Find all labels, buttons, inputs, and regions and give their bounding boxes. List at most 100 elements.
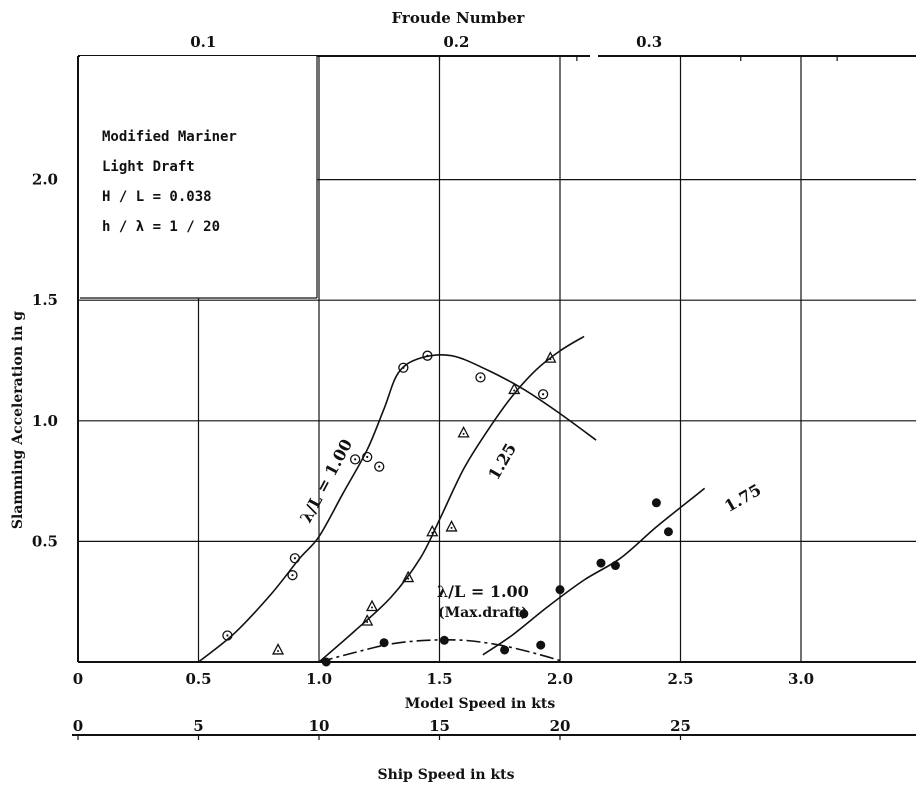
data-point-circle-center bbox=[226, 634, 229, 637]
data-point-circle-ring bbox=[222, 630, 233, 641]
data-point-circle-center bbox=[354, 458, 357, 461]
data-point-circle bbox=[374, 461, 385, 472]
data-point-circle-center bbox=[378, 465, 381, 468]
data-point-triangle-shape bbox=[508, 382, 521, 395]
x-tick-label: 1.0 bbox=[306, 670, 332, 688]
curve-label-line: λ/L = 1.00 bbox=[296, 436, 356, 526]
data-points bbox=[222, 350, 673, 667]
data-point-circle bbox=[537, 389, 549, 400]
data-point-triangle bbox=[426, 524, 439, 537]
curve-label: λ/L = 1.00 bbox=[296, 436, 356, 526]
data-point-circle bbox=[475, 372, 486, 383]
data-point-triangle bbox=[402, 570, 415, 583]
data-point-circle-center bbox=[426, 354, 429, 357]
data-point-circle-center bbox=[366, 455, 369, 459]
ship-speed-tick-label: 10 bbox=[309, 717, 330, 735]
curve-label-line: 1.25 bbox=[484, 440, 520, 483]
data-point-dot bbox=[555, 585, 565, 595]
data-point-dot bbox=[610, 561, 620, 571]
info-line-wave-slope: h / λ = 1 / 20 bbox=[102, 219, 220, 235]
curve-labels: λ/L = 1.00 1.25 1.75 λ/L = 1.00 (Max.draft) bbox=[296, 436, 764, 621]
y-tick-label: 1.0 bbox=[32, 412, 58, 430]
data-point-dot bbox=[500, 645, 510, 655]
ship-speed-tick-label: 25 bbox=[670, 717, 691, 735]
x-tick-label: 3.0 bbox=[788, 670, 814, 688]
data-point-triangle-center bbox=[366, 620, 369, 623]
data-point-triangle bbox=[508, 382, 521, 395]
data-point-triangle bbox=[365, 599, 379, 612]
curve-label: 1.25 bbox=[484, 440, 520, 483]
data-point-circle-center bbox=[479, 376, 482, 379]
data-point-circle bbox=[362, 451, 373, 463]
ship-speed-tick-label: 15 bbox=[429, 717, 450, 735]
data-point-circle bbox=[289, 553, 301, 564]
data-point-circle-ring bbox=[374, 461, 385, 472]
data-point-triangle bbox=[544, 351, 557, 363]
data-point-dot bbox=[321, 657, 331, 667]
info-line-vessel: Modified Mariner bbox=[102, 129, 237, 145]
x-axis-title: Model Speed in kts bbox=[405, 696, 556, 712]
info-line-draft: Light Draft bbox=[102, 159, 195, 175]
data-point-triangle-center bbox=[462, 432, 465, 435]
info-line-wave-height: H / L = 0.038 bbox=[102, 189, 212, 205]
data-point-triangle-shape bbox=[544, 351, 557, 363]
data-point-triangle-center bbox=[407, 577, 410, 580]
data-point-dot bbox=[536, 640, 546, 650]
data-point-triangle bbox=[445, 520, 458, 532]
froude-tick-label: 0.1 bbox=[190, 33, 216, 51]
top-axis-title: Froude Number bbox=[392, 9, 526, 27]
data-point-circle-center bbox=[402, 366, 405, 369]
axes bbox=[77, 55, 916, 663]
ship-speed-axis: 0 5 10 15 20 25 bbox=[72, 717, 916, 740]
data-point-circle-ring bbox=[475, 372, 486, 383]
series-curve bbox=[482, 487, 706, 656]
legend-info-box: Modified Mariner Light Draft H / L = 0.0… bbox=[80, 56, 318, 299]
curve-label-line: λ/L = 1.00 bbox=[437, 582, 529, 601]
data-point-circle-center bbox=[542, 393, 545, 396]
data-point-circle-center bbox=[291, 574, 294, 577]
x-tick-labels: 0 0.5 1.0 1.5 2.0 2.5 3.0 bbox=[73, 670, 814, 688]
x-tick-label: 2.0 bbox=[547, 670, 573, 688]
series-curve bbox=[198, 354, 597, 663]
data-point-circle bbox=[222, 630, 233, 641]
grid bbox=[78, 56, 916, 662]
curve-label: λ/L = 1.00 (Max.draft) bbox=[437, 582, 529, 621]
data-point-circle-ring bbox=[398, 362, 409, 373]
data-point-triangle bbox=[457, 425, 470, 438]
data-point-triangle-center bbox=[371, 606, 374, 609]
ship-speed-tick-label: 0 bbox=[73, 717, 83, 735]
data-point-circle-ring bbox=[537, 389, 549, 400]
data-point-triangle-center bbox=[549, 358, 552, 361]
y-tick-label: 0.5 bbox=[32, 532, 58, 550]
data-point-triangle-shape bbox=[445, 520, 458, 532]
data-point-triangle-shape bbox=[271, 643, 285, 655]
y-tick-label: 2.0 bbox=[32, 171, 58, 189]
data-point-triangle-center bbox=[450, 526, 453, 529]
data-point-circle bbox=[349, 454, 361, 465]
froude-tick-label: 0.3 bbox=[636, 33, 662, 51]
series-curve bbox=[318, 335, 585, 663]
data-point-circle-ring bbox=[422, 350, 433, 361]
x-tick-label: 2.5 bbox=[667, 670, 693, 688]
data-point-dot bbox=[519, 609, 529, 619]
data-point-dot bbox=[663, 527, 673, 537]
data-point-circle-ring bbox=[349, 454, 361, 465]
froude-tick-label: 0.2 bbox=[443, 33, 469, 51]
data-point-circle bbox=[422, 350, 433, 361]
data-point-triangle-shape bbox=[402, 570, 415, 583]
y-tick-label: 1.5 bbox=[32, 291, 58, 309]
data-point-circle-ring bbox=[362, 451, 373, 463]
y-axis-title: Slamming Acceleration in g bbox=[10, 311, 26, 529]
ship-speed-tick-label: 20 bbox=[550, 717, 571, 735]
data-point-dot bbox=[651, 498, 661, 508]
data-point-dot bbox=[379, 638, 389, 648]
data-point-triangle-center bbox=[431, 531, 434, 534]
data-point-circle-ring bbox=[287, 570, 298, 581]
curve-label-line: 1.75 bbox=[721, 480, 764, 516]
data-point-triangle-center bbox=[513, 389, 516, 392]
data-point-triangle bbox=[271, 643, 285, 655]
data-point-circle bbox=[398, 362, 409, 373]
froude-number-axis: Froude Number 0.1 0.2 0.3 bbox=[173, 9, 838, 61]
data-point-dot bbox=[439, 635, 449, 645]
